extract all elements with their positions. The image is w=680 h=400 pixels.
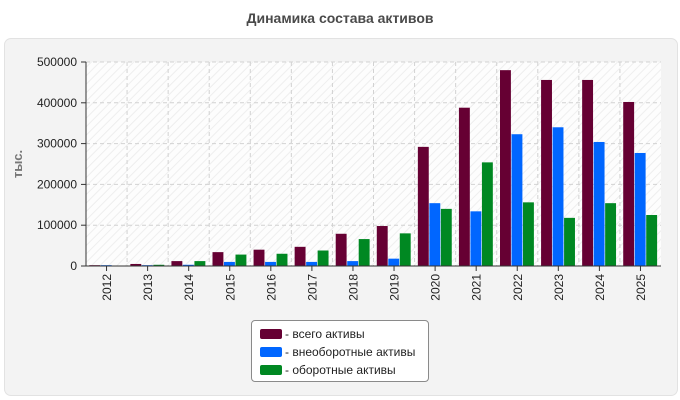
x-tick-label: 2016 <box>264 274 278 301</box>
bar <box>605 203 617 266</box>
bar <box>224 261 235 266</box>
bar <box>541 79 552 266</box>
legend-item-total-assets: - всего активы <box>260 325 428 343</box>
bar <box>623 101 635 266</box>
bar <box>253 249 265 266</box>
y-tick-label: 300000 <box>37 137 77 151</box>
bar <box>417 146 429 266</box>
bar <box>511 134 523 266</box>
bars <box>89 70 658 267</box>
bar <box>235 254 247 266</box>
bar <box>500 70 511 266</box>
chart-title: Динамика состава активов <box>246 10 434 26</box>
x-tick-label: 2019 <box>388 274 402 301</box>
bar <box>646 215 658 266</box>
y-tick-label: 400000 <box>37 96 77 110</box>
bar <box>130 263 142 266</box>
x-tick-label: 2022 <box>511 274 525 301</box>
legend-swatch-noncurrent-assets <box>260 347 282 357</box>
x-tick-label: 2020 <box>429 274 443 301</box>
legend-swatch-current-assets <box>260 365 282 375</box>
y-tick-label: 200000 <box>37 177 77 191</box>
bar <box>376 226 388 266</box>
bar <box>440 208 452 266</box>
x-tick-label: 2012 <box>100 274 114 301</box>
x-tick-label: 2017 <box>305 274 319 301</box>
bar <box>276 253 288 266</box>
bar <box>358 239 370 266</box>
chart-legend: - всего активы - внеоборотные активы - о… <box>251 320 429 382</box>
x-tick-label: 2025 <box>634 274 648 301</box>
bar <box>317 250 329 266</box>
y-tick-label: 0 <box>70 259 77 273</box>
bar <box>634 152 646 266</box>
legend-item-noncurrent-assets: - внеоборотные активы <box>260 343 428 361</box>
x-tick-label: 2024 <box>593 274 607 301</box>
bar <box>347 261 359 266</box>
legend-swatch-total-assets <box>260 329 282 339</box>
x-tick-label: 2023 <box>552 274 566 301</box>
bar <box>294 246 306 266</box>
x-tick-label: 2013 <box>141 274 155 301</box>
bar <box>182 264 194 266</box>
bar <box>306 261 318 266</box>
legend-item-current-assets: - оборотные активы <box>260 361 428 379</box>
bar <box>552 127 564 266</box>
x-tick-label: 2018 <box>346 274 360 301</box>
legend-label-total-assets: - всего активы <box>285 327 365 341</box>
bar <box>265 261 276 266</box>
axes: 0 100000 200000 300000 400000 500000 2012 2013 2… <box>37 55 661 301</box>
bar <box>481 162 493 266</box>
bar <box>194 261 206 266</box>
bar <box>458 107 470 266</box>
grid-lines <box>86 61 661 266</box>
bar <box>153 264 165 266</box>
bar <box>388 258 400 266</box>
bar <box>470 211 482 266</box>
x-tick-label: 2021 <box>470 274 484 301</box>
bar <box>582 79 594 266</box>
bar <box>593 141 605 266</box>
y-tick-label: 500000 <box>37 55 77 69</box>
bar <box>335 233 347 266</box>
x-tick-label: 2015 <box>223 274 237 301</box>
bar <box>564 217 575 266</box>
bar <box>523 202 534 266</box>
bar <box>399 233 411 266</box>
legend-label-current-assets: - оборотные активы <box>285 363 396 377</box>
legend-label-noncurrent-assets: - внеоборотные активы <box>285 345 416 359</box>
bar <box>171 261 183 266</box>
bar <box>429 203 441 266</box>
y-tick-label: 100000 <box>37 218 77 232</box>
x-tick-label: 2014 <box>182 274 196 301</box>
y-axis-label: тыс. <box>10 150 25 178</box>
bar <box>212 252 224 266</box>
